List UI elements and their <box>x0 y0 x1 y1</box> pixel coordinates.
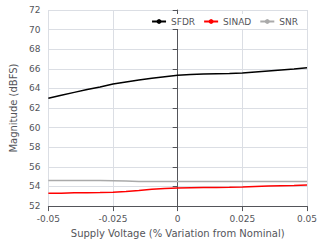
svg-text:58: 58 <box>29 142 41 152</box>
svg-text:62: 62 <box>29 103 40 113</box>
svg-text:-0.025: -0.025 <box>99 214 128 224</box>
svg-text:72: 72 <box>29 5 40 15</box>
svg-text:60: 60 <box>29 123 41 133</box>
svg-text:SFDR: SFDR <box>171 17 195 27</box>
svg-text:0: 0 <box>175 214 181 224</box>
svg-text:0.05: 0.05 <box>297 214 317 224</box>
svg-text:Supply Voltage (% Variation fr: Supply Voltage (% Variation from Nominal… <box>71 228 285 239</box>
svg-text:SINAD: SINAD <box>223 17 251 27</box>
svg-text:56: 56 <box>29 162 41 172</box>
svg-text:-0.05: -0.05 <box>37 214 60 224</box>
svg-text:70: 70 <box>29 25 41 35</box>
svg-text:Magnitude (dBFS): Magnitude (dBFS) <box>8 63 19 152</box>
svg-text:SNR: SNR <box>279 17 298 27</box>
svg-text:68: 68 <box>29 44 41 54</box>
svg-text:64: 64 <box>29 83 41 93</box>
svg-text:54: 54 <box>29 181 41 191</box>
svg-text:66: 66 <box>29 64 41 74</box>
svg-text:0.025: 0.025 <box>229 214 255 224</box>
svg-text:52: 52 <box>29 201 40 211</box>
